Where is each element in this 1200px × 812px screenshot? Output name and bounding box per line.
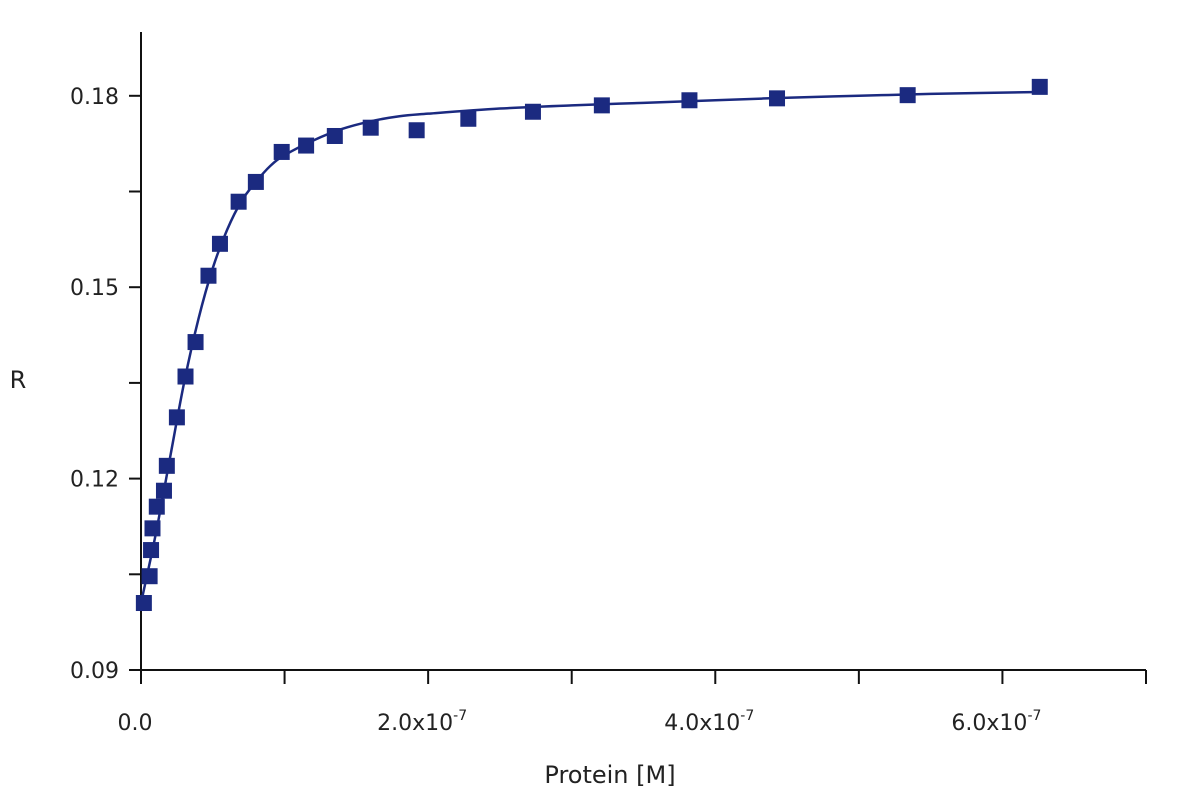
data-point-marker [168, 409, 185, 426]
y-tick-label: 0.12 [70, 468, 119, 493]
data-point-marker [460, 110, 477, 127]
data-point-marker [230, 193, 247, 210]
data-point-marker [187, 334, 204, 351]
x-tick-label-base: 0.0 [118, 711, 153, 736]
data-point-marker [681, 92, 698, 109]
data-point-marker [144, 520, 161, 537]
data-markers [135, 78, 1048, 612]
data-point-marker [298, 137, 315, 154]
y-tick-label: 0.09 [70, 659, 119, 684]
data-point-marker [155, 482, 172, 499]
data-point-marker [200, 267, 217, 284]
data-point-marker [326, 127, 343, 144]
x-tick-label: 4.0x10-7 [664, 708, 754, 736]
x-tick-label-exponent: -7 [740, 708, 754, 724]
x-tick-label-base: 6.0x10 [951, 711, 1027, 736]
y-tick-label: 0.15 [70, 276, 119, 301]
data-point-marker [143, 542, 160, 559]
x-axis-title: Protein [M] [544, 761, 675, 789]
data-point-marker [524, 103, 541, 120]
data-point-marker [408, 122, 425, 139]
data-point-marker [158, 457, 175, 474]
data-point-marker [1031, 78, 1048, 95]
data-point-marker [135, 595, 152, 612]
data-point-marker [899, 87, 916, 104]
y-axis-ticks: 0.09 0.12 0.15 0.18 [70, 85, 141, 684]
data-point-marker [148, 498, 165, 515]
x-tick-label: 2.0x10-7 [377, 708, 467, 736]
data-point-marker [247, 173, 264, 190]
plot-area: 0.090.120.150.18 0.0 2.0x10-7 4.0x10-7 6.0x… [70, 32, 1147, 736]
x-axis-ticks: 0.0 2.0x10-7 4.0x10-7 6.0x10-7 [118, 670, 1147, 736]
fit-curve [139, 90, 1040, 604]
y-tick-label: 0.18 [70, 85, 119, 110]
data-point-marker [362, 119, 379, 136]
y-axis-title: R [10, 366, 27, 394]
data-point-marker [141, 568, 158, 585]
x-tick-label: 0.0 [118, 711, 153, 736]
x-tick-label-exponent: -7 [1027, 708, 1041, 724]
x-tick-label-base: 2.0x10 [377, 711, 453, 736]
data-point-marker [273, 143, 290, 160]
data-point-marker [769, 90, 786, 107]
x-tick-label-base: 4.0x10 [664, 711, 740, 736]
data-point-marker [177, 368, 194, 385]
data-point-marker [593, 97, 610, 114]
x-tick-label-exponent: -7 [453, 708, 467, 724]
x-tick-label: 6.0x10-7 [951, 708, 1041, 736]
data-point-marker [211, 235, 228, 252]
